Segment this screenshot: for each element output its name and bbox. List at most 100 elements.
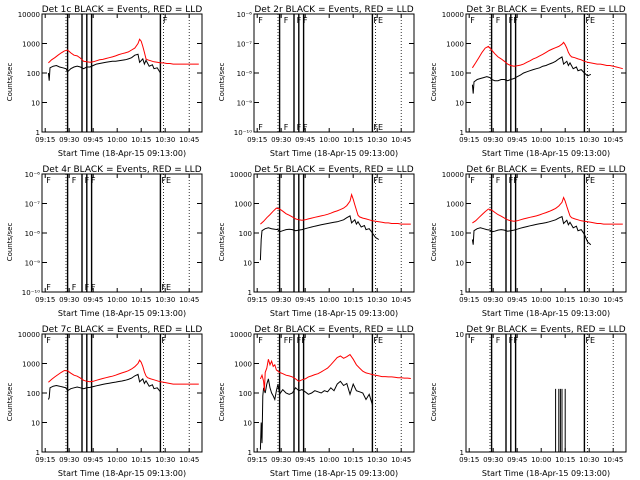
- x-tick-label: 09:45: [507, 456, 527, 464]
- plot-frame: [41, 333, 203, 453]
- x-tick-label: 10:30: [579, 456, 599, 464]
- x-tick-label: 09:45: [295, 296, 315, 304]
- panel-title: Det 9r BLACK = Events, RED = LLD: [466, 325, 625, 335]
- plot-area: 09:15 09:30 09:45 10:00 10:15 10:30 10:45 1 10 10…: [18, 11, 203, 144]
- x-tick-label: 09:30: [483, 296, 503, 304]
- x-tick-label: 10:45: [603, 456, 623, 464]
- x-tick-label: 10:45: [603, 296, 623, 304]
- y-tick-label: 1000: [234, 201, 252, 209]
- events-series-line: [471, 215, 592, 246]
- x-tick-label: 10:00: [531, 296, 551, 304]
- panel-det-2r: Det 2r BLACK = Events, RED = LLD Counts/…: [218, 5, 415, 158]
- flag-label: FE: [373, 336, 383, 345]
- x-tick-label: 10:00: [107, 456, 127, 464]
- y-tick-label: 10: [243, 420, 252, 428]
- x-tick-label: 10:15: [131, 296, 151, 304]
- lld-series-line: [48, 38, 199, 65]
- y-tick-label: 100: [27, 390, 40, 398]
- flag-label: FE: [373, 176, 383, 185]
- y-tick-label: 10⁻⁶: [25, 171, 41, 179]
- y-tick-label: 1: [460, 129, 464, 137]
- flag-label: F: [46, 336, 51, 345]
- x-tick-label: 09:30: [271, 456, 291, 464]
- x-tick-label: 09:45: [83, 456, 103, 464]
- y-tick-label: 1: [36, 449, 40, 457]
- x-tick-label: 10:30: [367, 296, 387, 304]
- x-tick-label: 10:30: [367, 456, 387, 464]
- x-tick-label: 10:15: [555, 296, 575, 304]
- lld-series-line: [259, 353, 411, 391]
- panel-det-8r: Det 8r BLACK = Events, RED = LLD Counts/…: [218, 325, 415, 478]
- flag-label: FE: [161, 283, 171, 292]
- x-tick-label: 10:15: [555, 136, 575, 144]
- panel-title: Det 7c BLACK = Events, RED = LLD: [42, 325, 203, 335]
- y-tick-label: 10: [31, 100, 40, 108]
- y-tick-label: 100: [239, 390, 252, 398]
- y-tick-label: 1000: [22, 361, 40, 369]
- panel-det-9r: Det 9r BLACK = Events, RED = LLD Counts/…: [430, 325, 627, 478]
- y-tick-label: 1000: [234, 361, 252, 369]
- panel-det-5r: Det 5r BLACK = Events, RED = LLD Counts/…: [218, 165, 415, 318]
- y-axis-label: Counts/sec: [430, 63, 438, 102]
- x-tick-label: 09:15: [459, 456, 479, 464]
- flag-label: F: [258, 16, 263, 25]
- flag-label: F: [163, 16, 168, 25]
- x-tick-label: 09:30: [59, 296, 79, 304]
- x-axis-label: Start Time (18-Apr-15 09:13:00): [58, 149, 186, 158]
- flag-label: F: [470, 336, 475, 345]
- plot-frame: [253, 13, 415, 133]
- panel-title: Det 6r BLACK = Events, RED = LLD: [466, 165, 625, 175]
- flag-label: FE: [373, 123, 383, 132]
- y-tick-label: 10: [455, 331, 464, 339]
- y-tick-label: 10: [455, 100, 464, 108]
- x-tick-label: 10:30: [155, 136, 175, 144]
- y-tick-label: 1: [248, 289, 252, 297]
- y-tick-label: 10⁻⁷: [25, 201, 41, 209]
- x-tick-label: 09:30: [271, 296, 291, 304]
- y-axis-label: Counts/sec: [6, 223, 14, 262]
- x-tick-label: 09:15: [459, 296, 479, 304]
- y-tick-label: 100: [239, 230, 252, 238]
- plot-area: 09:15 09:30 09:45 10:00 10:15 10:30 10:45 1 10 10…: [230, 331, 415, 464]
- panel-title: Det 8r BLACK = Events, RED = LLD: [254, 325, 413, 335]
- x-tick-label: 10:45: [603, 136, 623, 144]
- plot-area: 09:15 09:30 09:45 10:00 10:15 10:30 10:45 10⁻¹⁰…: [22, 171, 203, 304]
- plot-frame: [253, 173, 415, 293]
- panel-title: Det 2r BLACK = Events, RED = LLD: [254, 5, 413, 15]
- flag-label: FE: [585, 336, 595, 345]
- flag-label: FE: [161, 176, 171, 185]
- lld-series-line: [471, 41, 623, 70]
- plot-frame: [41, 13, 203, 133]
- panel-title: Det 4r BLACK = Events, RED = LLD: [42, 165, 201, 175]
- x-tick-label: 09:45: [507, 136, 527, 144]
- flag-label: F: [258, 123, 263, 132]
- x-tick-label: 09:45: [83, 296, 103, 304]
- events-series-line: [259, 378, 373, 450]
- y-tick-label: 10: [31, 420, 40, 428]
- x-tick-label: 10:45: [391, 296, 411, 304]
- x-tick-label: 10:15: [131, 136, 151, 144]
- flag-label: F: [46, 176, 51, 185]
- x-tick-label: 09:45: [295, 456, 315, 464]
- y-tick-label: 10000: [442, 171, 464, 179]
- y-tick-label: 10⁻⁹: [25, 260, 41, 268]
- panel-title: Det 5r BLACK = Events, RED = LLD: [254, 165, 413, 175]
- panel-det-1c: Det 1c BLACK = Events, RED = LLD Counts/…: [6, 5, 203, 158]
- y-axis-label: Counts/sec: [430, 383, 438, 422]
- x-tick-label: 10:00: [107, 136, 127, 144]
- y-tick-label: 100: [27, 70, 40, 78]
- flag-label: F: [46, 283, 51, 292]
- x-tick-label: 09:45: [295, 136, 315, 144]
- plot-frame: [465, 173, 627, 293]
- x-tick-label: 09:15: [247, 136, 267, 144]
- y-tick-label: 1: [36, 129, 40, 137]
- flag-label: F: [161, 336, 166, 345]
- flag-label: F: [85, 176, 90, 185]
- x-tick-label: 10:00: [531, 136, 551, 144]
- flag-label: F: [284, 16, 289, 25]
- x-axis-label: Start Time (18-Apr-15 09:13:00): [58, 309, 186, 318]
- y-axis-label: Counts/sec: [6, 383, 14, 422]
- y-tick-label: 10⁻⁶: [237, 11, 253, 19]
